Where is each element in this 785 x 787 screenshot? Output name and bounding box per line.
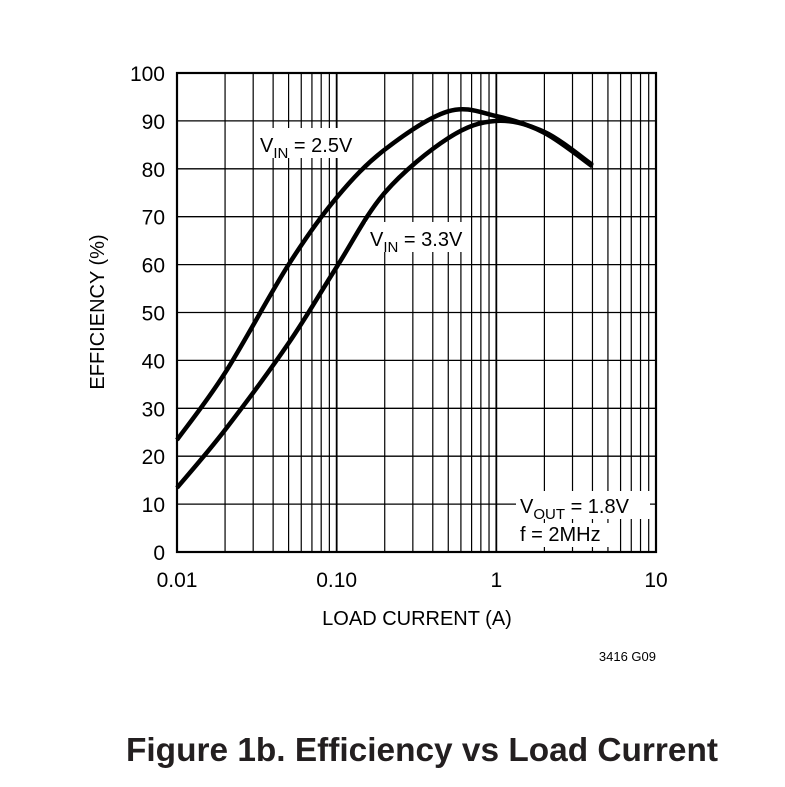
- annotation-label: VIN = 3.3V: [370, 229, 463, 256]
- x-tick-label: 1: [490, 569, 502, 592]
- y-tick-label: 80: [142, 159, 165, 182]
- y-tick-label: 100: [130, 63, 165, 86]
- x-tick-label: 10: [644, 569, 667, 592]
- annotation-label: f = 2MHz: [520, 524, 601, 546]
- x-tick-label: 0.10: [316, 569, 357, 592]
- series-lines: [175, 106, 594, 490]
- y-tick-label: 60: [142, 255, 165, 278]
- y-tick-label: 40: [142, 350, 165, 373]
- y-tick-label: 0: [153, 542, 165, 565]
- grid: [175, 71, 658, 554]
- annotation-label: VOUT = 1.8V: [520, 496, 630, 523]
- figure-code: 3416 G09: [599, 649, 656, 664]
- y-tick-label: 50: [142, 303, 165, 326]
- y-tick-label: 20: [142, 446, 165, 469]
- annotation-background: [366, 222, 468, 252]
- figure-caption: Figure 1b. Efficiency vs Load Current: [126, 731, 718, 768]
- y-tick-label: 90: [142, 111, 165, 134]
- tick-labels: 0 10 20 30 40 50 60 70 80 90 100 0.01 0.10 1 10: [130, 63, 668, 592]
- annotation-background: [256, 128, 364, 158]
- annotation-background: [516, 491, 650, 519]
- annotations: VIN = 2.5V VIN = 3.3V VOUT = 1.8Vf = 2MHz: [256, 128, 650, 547]
- y-axis-label: EFFICIENCY (%): [87, 234, 109, 389]
- series-line-2: [175, 118, 594, 490]
- annotation-background: [516, 523, 616, 547]
- plot-frame: [175, 71, 658, 554]
- x-tick-label: 0.01: [157, 569, 198, 592]
- y-tick-label: 10: [142, 494, 165, 517]
- y-tick-label: 30: [142, 398, 165, 421]
- x-axis-label: LOAD CURRENT (A): [322, 608, 512, 630]
- annotation-label: VIN = 2.5V: [260, 135, 353, 162]
- y-tick-label: 70: [142, 207, 165, 230]
